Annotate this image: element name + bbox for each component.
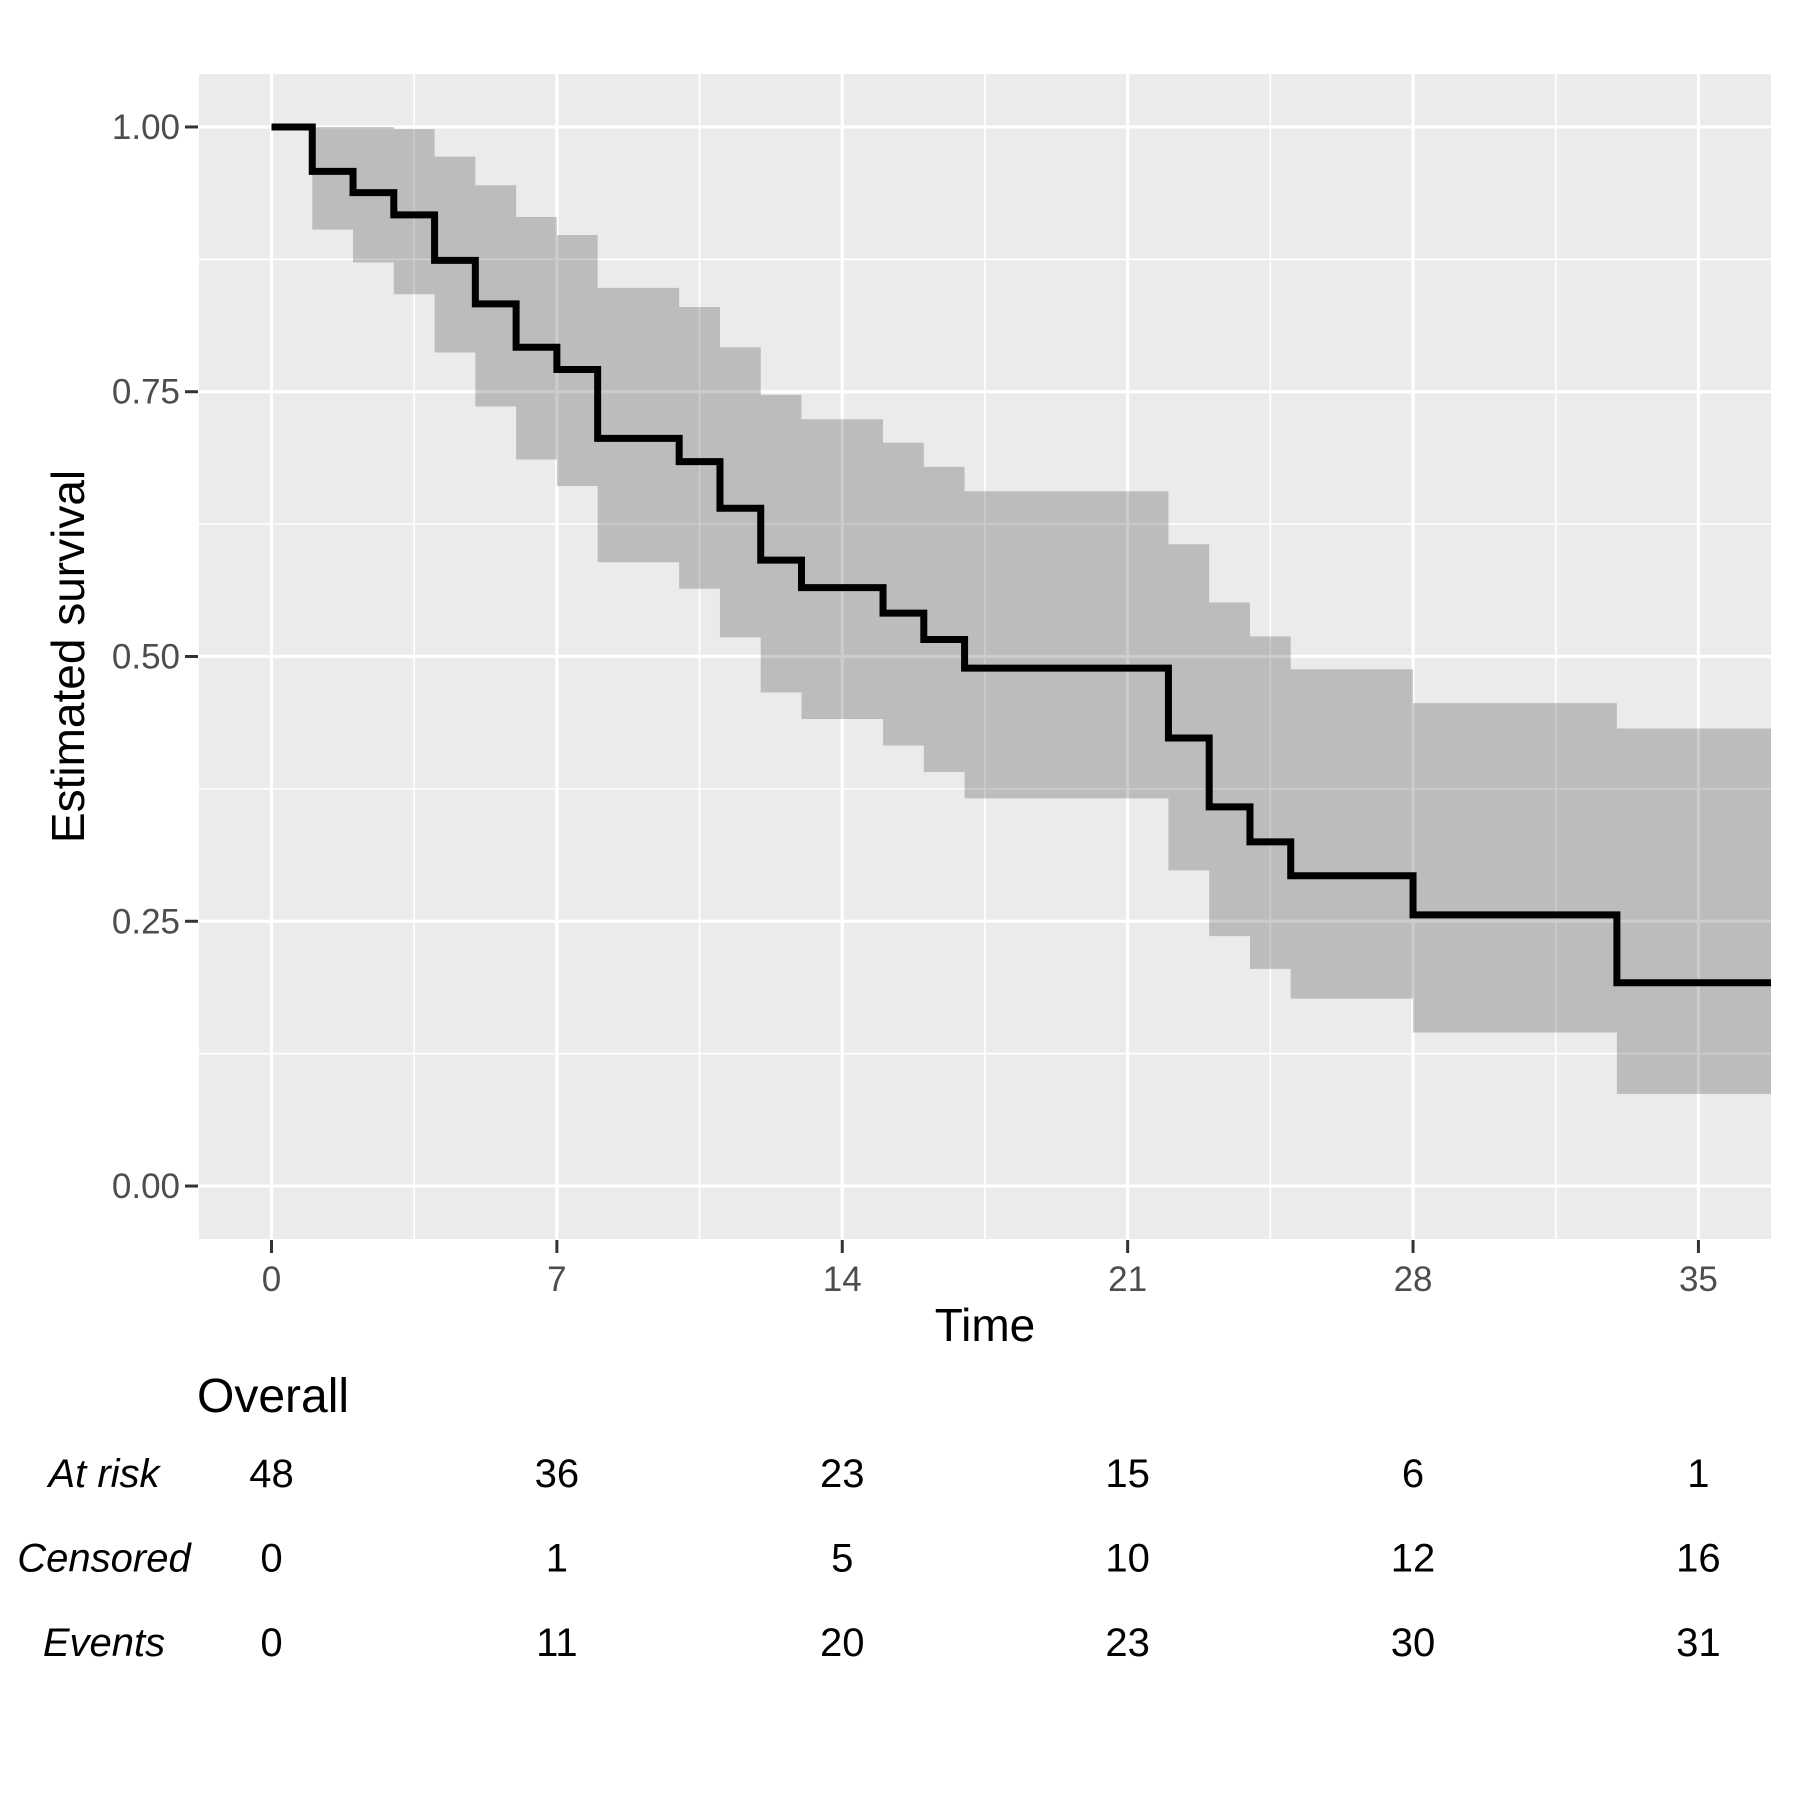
y-tick-label-1: 0.25 bbox=[112, 902, 180, 941]
y-tick-label-2: 0.50 bbox=[112, 638, 180, 677]
x-tick-label-2: 14 bbox=[823, 1260, 862, 1299]
risk-table-value-r1c3: 10 bbox=[1105, 1537, 1150, 1581]
risk-table-value-r0c3: 15 bbox=[1105, 1452, 1150, 1496]
risk-table-value-r1c0: 0 bbox=[260, 1537, 282, 1581]
risk-table-value-r0c0: 48 bbox=[249, 1452, 294, 1496]
risk-table-value-r1c5: 16 bbox=[1676, 1537, 1721, 1581]
risk-table-value-r0c5: 1 bbox=[1687, 1452, 1709, 1496]
risk-table-row-label-0: At risk bbox=[46, 1452, 161, 1496]
x-tick-label-5: 35 bbox=[1679, 1260, 1718, 1299]
x-axis-title: Time bbox=[935, 1299, 1036, 1351]
risk-table-row-label-1: Censored bbox=[17, 1537, 192, 1581]
y-tick-label-0: 0.00 bbox=[112, 1167, 180, 1206]
risk-table-value-r2c3: 23 bbox=[1105, 1621, 1150, 1665]
risk-table-value-r2c5: 31 bbox=[1676, 1621, 1721, 1665]
risk-table-value-r0c2: 23 bbox=[820, 1452, 865, 1496]
risk-table-row-label-2: Events bbox=[43, 1621, 165, 1665]
confidence-interval-band bbox=[312, 126, 1772, 1094]
risk-table-value-r2c4: 30 bbox=[1391, 1621, 1436, 1665]
x-tick-label-1: 7 bbox=[547, 1260, 566, 1299]
risk-table-value-r1c1: 1 bbox=[546, 1537, 568, 1581]
y-tick-label-4: 1.00 bbox=[112, 108, 180, 147]
y-axis-title: Estimated survival bbox=[42, 470, 94, 843]
risk-table-value-r2c0: 0 bbox=[260, 1621, 282, 1665]
risk-table-value-r1c4: 12 bbox=[1391, 1537, 1436, 1581]
x-tick-label-3: 21 bbox=[1108, 1260, 1147, 1299]
x-tick-label-0: 0 bbox=[262, 1260, 281, 1299]
risk-table-value-r0c1: 36 bbox=[535, 1452, 580, 1496]
risk-table-title: Overall bbox=[197, 1370, 349, 1423]
risk-table-value-r1c2: 5 bbox=[831, 1537, 853, 1581]
survival-curve bbox=[271, 123, 1771, 987]
risk-table-value-r2c2: 20 bbox=[820, 1621, 865, 1665]
x-tick-label-4: 28 bbox=[1394, 1260, 1433, 1299]
risk-table-value-r0c4: 6 bbox=[1402, 1452, 1424, 1496]
y-tick-label-3: 0.75 bbox=[112, 373, 180, 412]
risk-table-value-r2c1: 11 bbox=[536, 1621, 578, 1665]
